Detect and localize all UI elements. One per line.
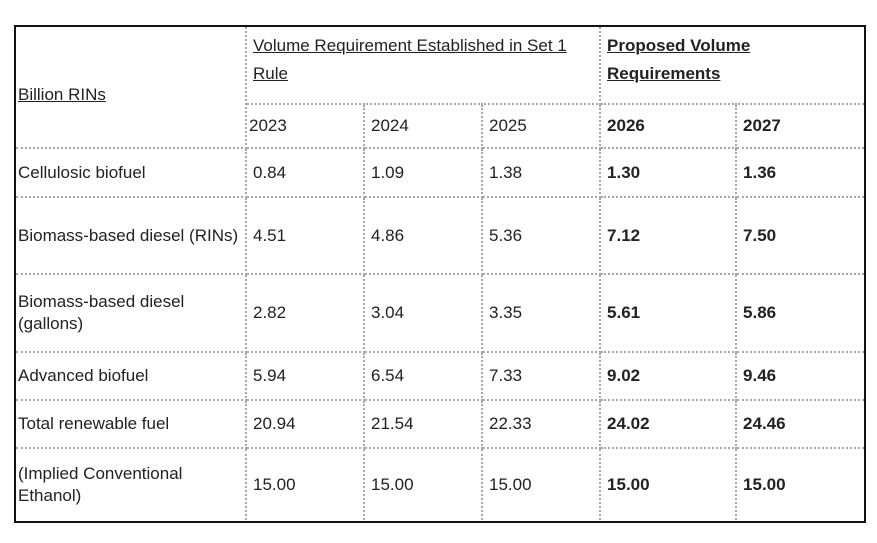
- cell-value: 15.00: [363, 447, 483, 520]
- table-row: Biomass-based diesel (gallons) 2.82 3.04…: [16, 273, 865, 353]
- volume-requirements-table-frame: Billion RINs Volume Requirement Establis…: [14, 25, 866, 523]
- row-label: Total renewable fuel: [16, 399, 247, 449]
- row-label: Biomass-based diesel (RINs): [16, 196, 247, 275]
- cell-value: 6.54: [363, 351, 483, 401]
- cell-value-proposed: 1.36: [735, 147, 865, 198]
- table-row: Advanced biofuel 5.94 6.54 7.33 9.02 9.4…: [16, 351, 865, 401]
- year-header-2023: 2023: [246, 103, 365, 149]
- table-row: Cellulosic biofuel 0.84 1.09 1.38 1.30 1…: [16, 147, 865, 198]
- proposed-group-header-text: Proposed Volume Requirements: [607, 36, 751, 83]
- cell-value: 20.94: [245, 399, 365, 449]
- cell-value-proposed: 5.61: [599, 273, 738, 353]
- cell-value: 21.54: [363, 399, 483, 449]
- cell-value: 1.09: [363, 147, 483, 198]
- year-header-row: 2023 2024 2025 2026 2027: [16, 103, 865, 149]
- cell-value-proposed: 9.46: [735, 351, 865, 401]
- cell-value: 3.35: [480, 273, 602, 353]
- row-label: (Implied Conventional Ethanol): [16, 447, 247, 520]
- cell-value-proposed: 15.00: [599, 447, 738, 520]
- cell-value: 7.33: [480, 351, 602, 401]
- cell-value-proposed: 9.02: [599, 351, 738, 401]
- row-label: Advanced biofuel: [16, 351, 247, 401]
- cell-value: 15.00: [245, 447, 365, 520]
- cell-value: 4.51: [245, 196, 365, 275]
- year-header-2024: 2024: [363, 103, 483, 149]
- set1-group-header-text: Volume Requirement Established in Set 1 …: [253, 36, 567, 83]
- cell-value-proposed: 24.46: [735, 399, 865, 449]
- set1-group-header: Volume Requirement Established in Set 1 …: [244, 27, 602, 105]
- row-label-header: Billion RINs: [16, 27, 247, 149]
- cell-value: 5.94: [245, 351, 365, 401]
- cell-value-proposed: 24.02: [599, 399, 738, 449]
- cell-value: 4.86: [363, 196, 483, 275]
- cell-value: 22.33: [480, 399, 602, 449]
- cell-value-proposed: 15.00: [735, 447, 865, 520]
- table-row: (Implied Conventional Ethanol) 15.00 15.…: [16, 447, 865, 520]
- cell-value-proposed: 1.30: [599, 147, 738, 198]
- cell-value: 15.00: [480, 447, 602, 520]
- cell-value: 0.84: [245, 147, 365, 198]
- cell-value: 5.36: [480, 196, 602, 275]
- cell-value: 3.04: [363, 273, 483, 353]
- year-header-2025: 2025: [480, 103, 602, 149]
- row-label: Cellulosic biofuel: [16, 147, 247, 198]
- cell-value-proposed: 7.12: [599, 196, 738, 275]
- table-row: Biomass-based diesel (RINs) 4.51 4.86 5.…: [16, 196, 865, 275]
- row-label-header-text: Billion RINs: [18, 85, 106, 104]
- cell-value-proposed: 7.50: [735, 196, 865, 275]
- table-row: Total renewable fuel 20.94 21.54 22.33 2…: [16, 399, 865, 449]
- group-header-row: Billion RINs Volume Requirement Establis…: [16, 27, 865, 149]
- row-label: Biomass-based diesel (gallons): [16, 273, 247, 353]
- cell-value: 2.82: [245, 273, 365, 353]
- cell-value: 1.38: [480, 147, 602, 198]
- volume-requirements-table: Billion RINs Volume Requirement Establis…: [16, 27, 865, 520]
- year-header-2026: 2026: [599, 103, 738, 149]
- proposed-group-header: Proposed Volume Requirements: [599, 27, 865, 105]
- year-header-2027: 2027: [735, 103, 865, 149]
- cell-value-proposed: 5.86: [735, 273, 865, 353]
